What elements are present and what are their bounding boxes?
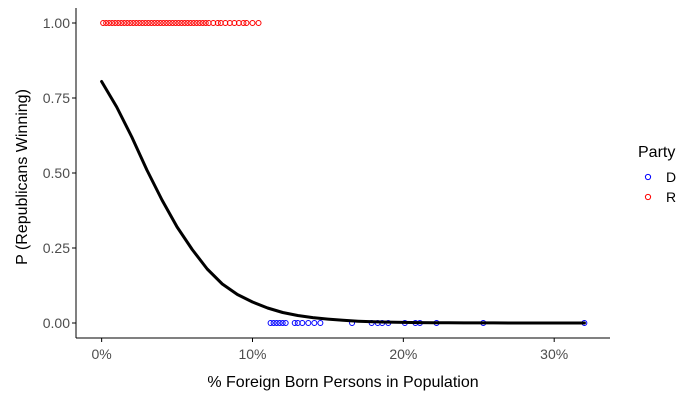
legend-label-d: D [666, 169, 676, 185]
point-r-46 [255, 20, 262, 26]
point-r-9 [127, 20, 134, 26]
point-r-14 [142, 20, 149, 26]
point-d-9 [305, 320, 312, 326]
point-r-7 [121, 20, 128, 26]
legend-label-r: R [666, 189, 676, 205]
point-r-21 [163, 20, 170, 26]
point-d-0 [267, 320, 274, 326]
point-d-10 [311, 320, 318, 326]
point-d-3 [276, 320, 283, 326]
point-r-4 [112, 20, 119, 26]
x-tick-label-1: 10% [238, 346, 266, 362]
y-tick-label-4: 1.00 [43, 15, 70, 31]
point-r-8 [124, 20, 131, 26]
point-d-6 [291, 320, 298, 326]
point-d-8 [299, 320, 306, 326]
y-tick-label-2: 0.50 [43, 165, 70, 181]
point-r-24 [172, 20, 179, 26]
y-axis-title: P (Republicans Winning) [14, 89, 31, 265]
y-tick-label-0: 0.00 [43, 315, 70, 331]
point-r-2 [106, 20, 113, 26]
point-r-10 [130, 20, 137, 26]
point-r-32 [196, 20, 203, 26]
point-r-12 [136, 20, 143, 26]
x-tick-label-2: 20% [389, 346, 417, 362]
fit-curve-group [100, 80, 586, 325]
point-d-1 [270, 320, 277, 326]
legend-key-d [644, 173, 652, 181]
point-r-16 [148, 20, 155, 26]
point-r-22 [166, 20, 173, 26]
point-r-6 [118, 20, 125, 26]
point-r-23 [169, 20, 176, 26]
y-tick-label-3: 0.75 [43, 90, 70, 106]
point-d-11 [317, 320, 324, 326]
point-r-44 [243, 20, 250, 26]
legend-title: Party [638, 144, 675, 161]
y-axis: 0.00 0.25 0.50 0.75 1.00 [43, 8, 77, 338]
point-r-1 [103, 20, 110, 26]
point-r-26 [178, 20, 185, 26]
point-r-0 [100, 20, 107, 26]
point-d-5 [282, 320, 289, 326]
fit-curve [100, 80, 586, 325]
point-r-3 [109, 20, 116, 26]
point-r-13 [139, 20, 146, 26]
x-tick-label-3: 30% [540, 346, 568, 362]
x-tick-label-0: 0% [92, 346, 112, 362]
point-r-15 [145, 20, 152, 26]
point-r-43 [240, 20, 247, 26]
series-r-points [100, 20, 262, 26]
point-d-4 [279, 320, 286, 326]
point-r-5 [115, 20, 122, 26]
legend-key-r [644, 193, 652, 201]
point-r-34 [202, 20, 209, 26]
point-r-37 [214, 20, 221, 26]
x-axis: 0% 10% 20% 30% [76, 337, 610, 362]
point-r-18 [154, 20, 161, 26]
point-r-17 [151, 20, 158, 26]
legend: Party D R [638, 144, 676, 205]
point-r-25 [175, 20, 182, 26]
point-r-27 [181, 20, 188, 26]
y-tick-label-1: 0.25 [43, 240, 70, 256]
point-r-45 [249, 20, 256, 26]
point-r-29 [187, 20, 194, 26]
point-r-30 [190, 20, 197, 26]
x-axis-title: % Foreign Born Persons in Population [207, 374, 478, 391]
point-r-28 [184, 20, 191, 26]
point-r-11 [133, 20, 140, 26]
point-d-2 [273, 320, 280, 326]
point-r-19 [157, 20, 164, 26]
point-r-20 [160, 20, 167, 26]
point-r-33 [199, 20, 206, 26]
point-r-31 [193, 20, 200, 26]
